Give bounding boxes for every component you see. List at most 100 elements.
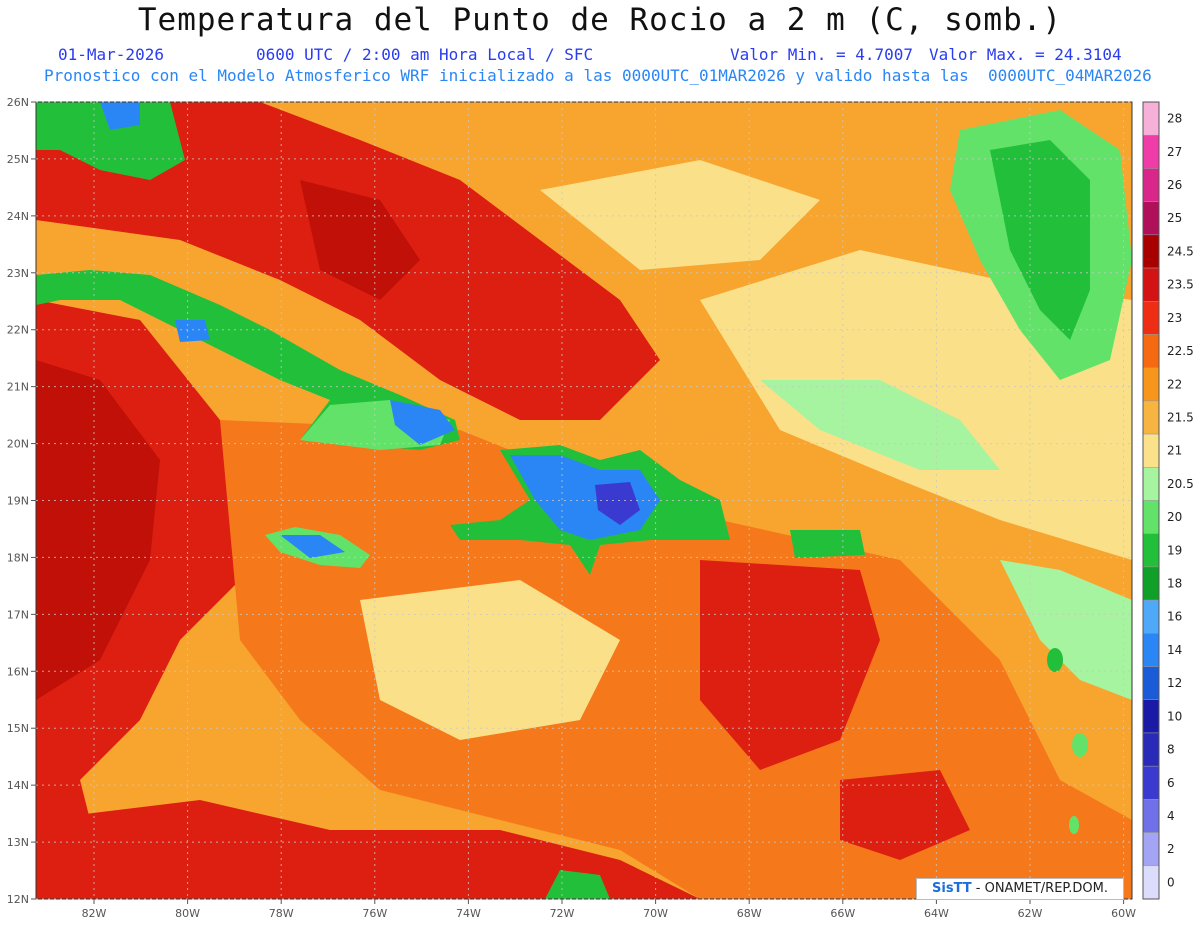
north-darkred-spot [300,180,420,300]
lon-label: 72W [550,907,575,920]
east-red-block [700,560,880,770]
colorbar-swatch [1142,201,1160,236]
lat-label: 20N [7,438,29,451]
colorbar-label: 14 [1167,643,1182,657]
florida-land [36,102,185,180]
colorbar-frame [1142,101,1160,900]
lon-label: 62W [1018,907,1043,920]
colorbar-swatch [1142,367,1160,402]
colorbar-swatch [1142,267,1160,302]
credit-box: SisTT - ONAMET/REP.DOM. [916,878,1124,900]
colorbar-label: 25 [1167,211,1182,225]
colorbar-label: 28 [1167,112,1182,126]
colorbar-swatch [1142,832,1160,867]
forecast-date: 01-Mar-2026 [58,45,164,64]
colorbar-swatch [1142,400,1160,435]
colorbar-label: 24.5 [1167,244,1194,258]
max-value: Valor Max. = 24.3104 [929,45,1122,64]
guadeloupe-island [1047,648,1063,672]
lat-label: 13N [7,836,29,849]
colorbar-swatch [1142,765,1160,800]
colorbar-swatch [1142,599,1160,634]
lat-label: 25N [7,153,29,166]
colorbar-swatch [1142,732,1160,767]
colorbar-label: 20.5 [1167,477,1194,491]
colorbar-swatch [1142,433,1160,468]
lon-label: 78W [269,907,294,920]
colorbar-legend: 2827262524.523.52322.52221.52120.5201918… [1142,101,1194,900]
colorbar-swatch [1142,865,1160,900]
puerto-rico-land [790,530,865,558]
lon-label: 60W [1111,907,1136,920]
colorbar-label: 2 [1167,842,1175,856]
colorbar-label: 4 [1167,809,1175,823]
colorbar-label: 21.5 [1167,410,1194,424]
lat-label: 24N [7,210,29,223]
lat-label: 14N [7,779,29,792]
colorbar-label: 22.5 [1167,344,1194,358]
lon-label: 80W [175,907,200,920]
colorbar-swatch [1142,467,1160,501]
lat-label: 17N [7,608,29,621]
sistt-logo: SisTT [932,881,972,896]
colorbar-swatch [1142,566,1160,601]
colorbar-label: 10 [1167,709,1182,723]
lat-label: 12N [7,893,29,906]
cuba-west-blue [175,320,210,342]
lon-label: 66W [830,907,855,920]
lat-label: 15N [7,722,29,735]
yellow-tongue-north [540,160,820,270]
south-america-coast [545,870,610,899]
west-darkred-region [36,360,160,700]
colorbar-swatch [1142,234,1160,269]
lon-label: 74W [456,907,481,920]
lat-label: 16N [7,665,29,678]
colorbar-label: 19 [1167,543,1182,557]
colorbar-label: 20 [1167,510,1182,524]
gridlines [36,101,1132,900]
colorbar-swatch [1142,533,1160,568]
southeast-red-block [840,770,970,860]
colorbar-label: 22 [1167,377,1182,391]
colorbar-label: 16 [1167,610,1182,624]
south-red-region [36,800,700,899]
min-value: Valor Min. = 4.7007 [730,45,914,64]
colorbar-swatch [1142,699,1160,734]
colorbar-label: 21 [1167,444,1182,458]
colorbar-label: 8 [1167,743,1175,757]
colorbar-swatch [1142,633,1160,667]
jamaica-blue [280,535,345,558]
lon-label: 64W [924,907,949,920]
colorbar-swatch [1142,334,1160,368]
credit-text: - ONAMET/REP.DOM. [971,881,1108,896]
colorbar-swatch [1142,301,1160,335]
colorbar-swatch [1142,799,1160,833]
st-vincent-island [1069,816,1079,834]
latitude-axis: 26N 25N 24N 23N 22N 21N 20N 19N 18N 17N 16N 15N 14N 1… [7,96,36,906]
colorbar-label: 27 [1167,145,1182,159]
colorbar-label: 12 [1167,676,1182,690]
model-subtitle: Pronostico con el Modelo Atmosferico WRF… [44,66,1152,85]
lat-label: 19N [7,495,29,508]
longitude-axis: 82W 80W 78W 76W 74W 72W 70W 68W 66W 64W 62W 60W [82,899,1136,920]
northeast-darkgreen-blob [990,140,1090,340]
colorbar-swatch [1142,500,1160,534]
lon-label: 70W [643,907,668,920]
florida-blue-spot [100,102,140,130]
lon-label: 68W [737,907,762,920]
colorbar-swatch [1142,666,1160,701]
colorbar-label: 0 [1167,875,1175,889]
lat-label: 18N [7,551,29,564]
colorbar-swatch [1142,134,1160,169]
field-shading [36,102,1132,899]
forecast-time: 0600 UTC / 2:00 am Hora Local / SFC [256,45,594,64]
lat-label: 26N [7,96,29,109]
lat-label: 22N [7,324,29,337]
colorbar-label: 18 [1167,577,1182,591]
hispaniola-purple-core [595,482,640,525]
antilles-green-strip [1000,560,1132,700]
lon-label: 82W [82,907,107,920]
colorbar-label: 26 [1167,178,1182,192]
